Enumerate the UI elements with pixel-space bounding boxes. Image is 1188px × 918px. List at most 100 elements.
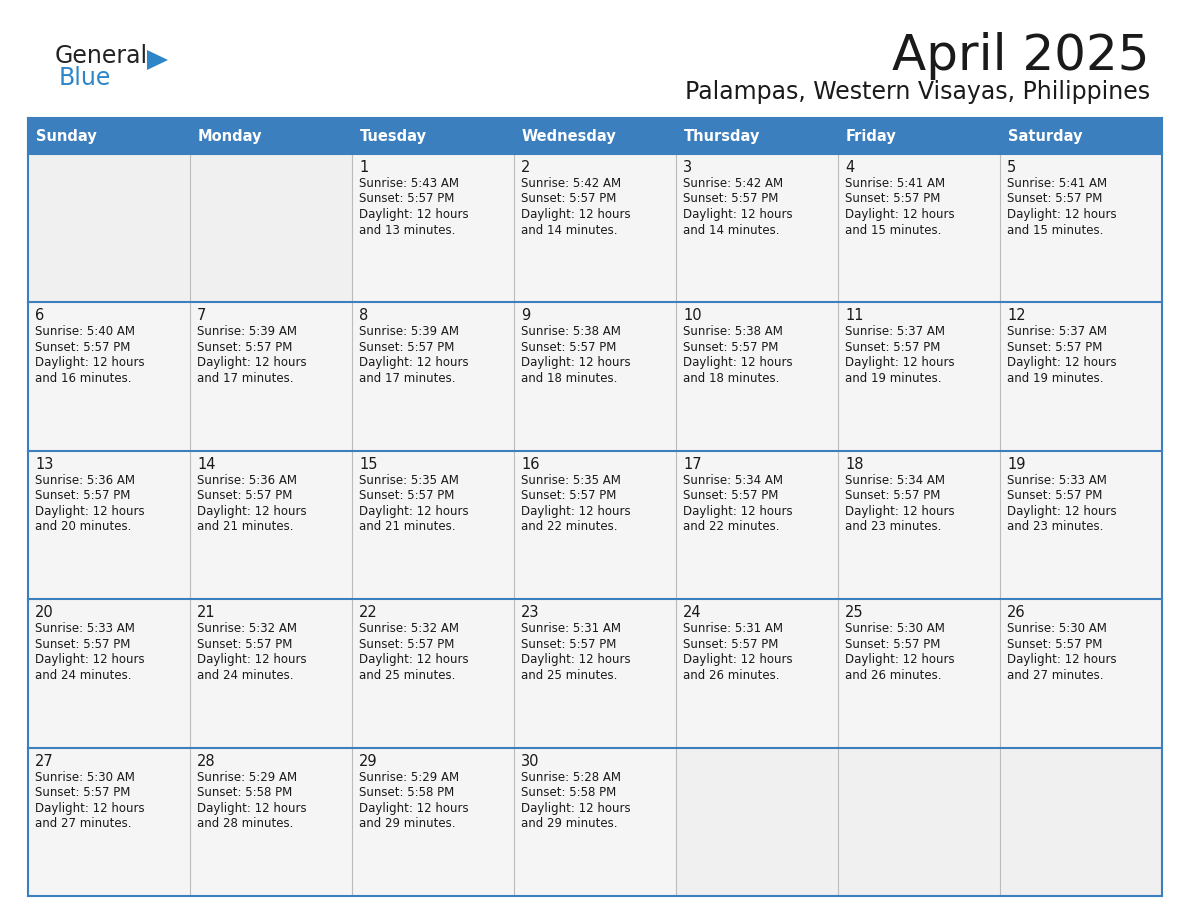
Bar: [676, 154, 838, 302]
Text: Daylight: 12 hours: Daylight: 12 hours: [359, 356, 468, 369]
Text: Sunrise: 5:42 AM: Sunrise: 5:42 AM: [683, 177, 783, 190]
Text: Daylight: 12 hours: Daylight: 12 hours: [1007, 654, 1117, 666]
Bar: [352, 599, 514, 747]
Text: Sunset: 5:57 PM: Sunset: 5:57 PM: [683, 193, 778, 206]
Text: 2: 2: [522, 160, 530, 175]
Text: Sunset: 5:57 PM: Sunset: 5:57 PM: [522, 193, 617, 206]
Text: Daylight: 12 hours: Daylight: 12 hours: [197, 505, 307, 518]
Text: Sunset: 5:57 PM: Sunset: 5:57 PM: [683, 341, 778, 354]
Text: Sunset: 5:57 PM: Sunset: 5:57 PM: [845, 638, 941, 651]
Text: and 27 minutes.: and 27 minutes.: [34, 817, 132, 830]
Text: General: General: [55, 44, 148, 68]
Text: Sunset: 5:57 PM: Sunset: 5:57 PM: [34, 489, 131, 502]
Bar: [1000, 747, 1162, 896]
Text: 15: 15: [359, 457, 378, 472]
Text: Sunrise: 5:33 AM: Sunrise: 5:33 AM: [34, 622, 135, 635]
Text: 12: 12: [1007, 308, 1025, 323]
Text: 19: 19: [1007, 457, 1025, 472]
Text: and 14 minutes.: and 14 minutes.: [683, 223, 779, 237]
Bar: [1000, 599, 1162, 747]
Bar: [1000, 451, 1162, 599]
Text: and 23 minutes.: and 23 minutes.: [1007, 521, 1104, 533]
Text: April 2025: April 2025: [892, 32, 1150, 80]
Text: and 24 minutes.: and 24 minutes.: [197, 668, 293, 682]
Text: Sunrise: 5:41 AM: Sunrise: 5:41 AM: [845, 177, 946, 190]
Text: Daylight: 12 hours: Daylight: 12 hours: [34, 654, 145, 666]
Text: Daylight: 12 hours: Daylight: 12 hours: [522, 505, 631, 518]
Text: Sunrise: 5:28 AM: Sunrise: 5:28 AM: [522, 770, 621, 784]
Text: and 15 minutes.: and 15 minutes.: [1007, 223, 1104, 237]
Text: Daylight: 12 hours: Daylight: 12 hours: [1007, 356, 1117, 369]
Bar: [352, 747, 514, 896]
Text: Daylight: 12 hours: Daylight: 12 hours: [683, 654, 792, 666]
Text: 27: 27: [34, 754, 53, 768]
Text: and 15 minutes.: and 15 minutes.: [845, 223, 941, 237]
Text: Daylight: 12 hours: Daylight: 12 hours: [34, 801, 145, 814]
Text: and 26 minutes.: and 26 minutes.: [845, 668, 942, 682]
Text: and 23 minutes.: and 23 minutes.: [845, 521, 941, 533]
Text: 14: 14: [197, 457, 215, 472]
Text: Sunrise: 5:30 AM: Sunrise: 5:30 AM: [34, 770, 135, 784]
Text: Sunset: 5:57 PM: Sunset: 5:57 PM: [522, 341, 617, 354]
Text: 25: 25: [845, 605, 864, 621]
Text: Daylight: 12 hours: Daylight: 12 hours: [522, 356, 631, 369]
Text: Sunset: 5:57 PM: Sunset: 5:57 PM: [359, 341, 454, 354]
Text: and 22 minutes.: and 22 minutes.: [522, 521, 618, 533]
Text: Daylight: 12 hours: Daylight: 12 hours: [34, 356, 145, 369]
Text: 16: 16: [522, 457, 539, 472]
Text: Sunrise: 5:29 AM: Sunrise: 5:29 AM: [197, 770, 297, 784]
Text: Daylight: 12 hours: Daylight: 12 hours: [197, 356, 307, 369]
Bar: [190, 451, 352, 599]
Text: Sunrise: 5:35 AM: Sunrise: 5:35 AM: [522, 474, 621, 487]
Text: Sunrise: 5:34 AM: Sunrise: 5:34 AM: [845, 474, 944, 487]
Text: and 17 minutes.: and 17 minutes.: [359, 372, 455, 385]
Text: 20: 20: [34, 605, 53, 621]
Text: Friday: Friday: [846, 129, 897, 143]
Text: Sunrise: 5:32 AM: Sunrise: 5:32 AM: [359, 622, 459, 635]
Text: Sunrise: 5:42 AM: Sunrise: 5:42 AM: [522, 177, 621, 190]
Text: Sunrise: 5:31 AM: Sunrise: 5:31 AM: [683, 622, 783, 635]
Text: Sunrise: 5:36 AM: Sunrise: 5:36 AM: [197, 474, 297, 487]
Text: Daylight: 12 hours: Daylight: 12 hours: [845, 208, 955, 221]
Text: 24: 24: [683, 605, 702, 621]
Text: Daylight: 12 hours: Daylight: 12 hours: [34, 505, 145, 518]
Text: 13: 13: [34, 457, 53, 472]
Text: and 20 minutes.: and 20 minutes.: [34, 521, 132, 533]
Bar: [676, 451, 838, 599]
Bar: [29, 451, 190, 599]
Text: Daylight: 12 hours: Daylight: 12 hours: [683, 356, 792, 369]
Text: Sunset: 5:57 PM: Sunset: 5:57 PM: [359, 638, 454, 651]
Text: Daylight: 12 hours: Daylight: 12 hours: [845, 654, 955, 666]
Text: Sunset: 5:57 PM: Sunset: 5:57 PM: [845, 193, 941, 206]
Bar: [1000, 154, 1162, 302]
Text: and 19 minutes.: and 19 minutes.: [1007, 372, 1104, 385]
Text: and 29 minutes.: and 29 minutes.: [359, 817, 455, 830]
Text: Sunrise: 5:37 AM: Sunrise: 5:37 AM: [1007, 325, 1107, 339]
Text: Sunset: 5:57 PM: Sunset: 5:57 PM: [522, 638, 617, 651]
Text: Daylight: 12 hours: Daylight: 12 hours: [359, 654, 468, 666]
Text: Sunrise: 5:38 AM: Sunrise: 5:38 AM: [522, 325, 621, 339]
Text: and 29 minutes.: and 29 minutes.: [522, 817, 618, 830]
Bar: [29, 118, 1162, 154]
Bar: [838, 747, 1000, 896]
Text: and 25 minutes.: and 25 minutes.: [522, 668, 618, 682]
Text: Daylight: 12 hours: Daylight: 12 hours: [359, 801, 468, 814]
Text: 8: 8: [359, 308, 368, 323]
Text: Sunrise: 5:39 AM: Sunrise: 5:39 AM: [197, 325, 297, 339]
Text: and 13 minutes.: and 13 minutes.: [359, 223, 455, 237]
Text: and 22 minutes.: and 22 minutes.: [683, 521, 779, 533]
Text: Tuesday: Tuesday: [360, 129, 426, 143]
Text: Daylight: 12 hours: Daylight: 12 hours: [522, 208, 631, 221]
Text: Sunset: 5:57 PM: Sunset: 5:57 PM: [683, 638, 778, 651]
Text: 18: 18: [845, 457, 864, 472]
Text: and 24 minutes.: and 24 minutes.: [34, 668, 132, 682]
Text: Sunrise: 5:34 AM: Sunrise: 5:34 AM: [683, 474, 783, 487]
Text: Sunset: 5:57 PM: Sunset: 5:57 PM: [34, 638, 131, 651]
Text: Daylight: 12 hours: Daylight: 12 hours: [197, 654, 307, 666]
Text: Sunset: 5:57 PM: Sunset: 5:57 PM: [197, 489, 292, 502]
Bar: [676, 747, 838, 896]
Text: 26: 26: [1007, 605, 1025, 621]
Bar: [676, 599, 838, 747]
Bar: [838, 451, 1000, 599]
Text: 5: 5: [1007, 160, 1016, 175]
